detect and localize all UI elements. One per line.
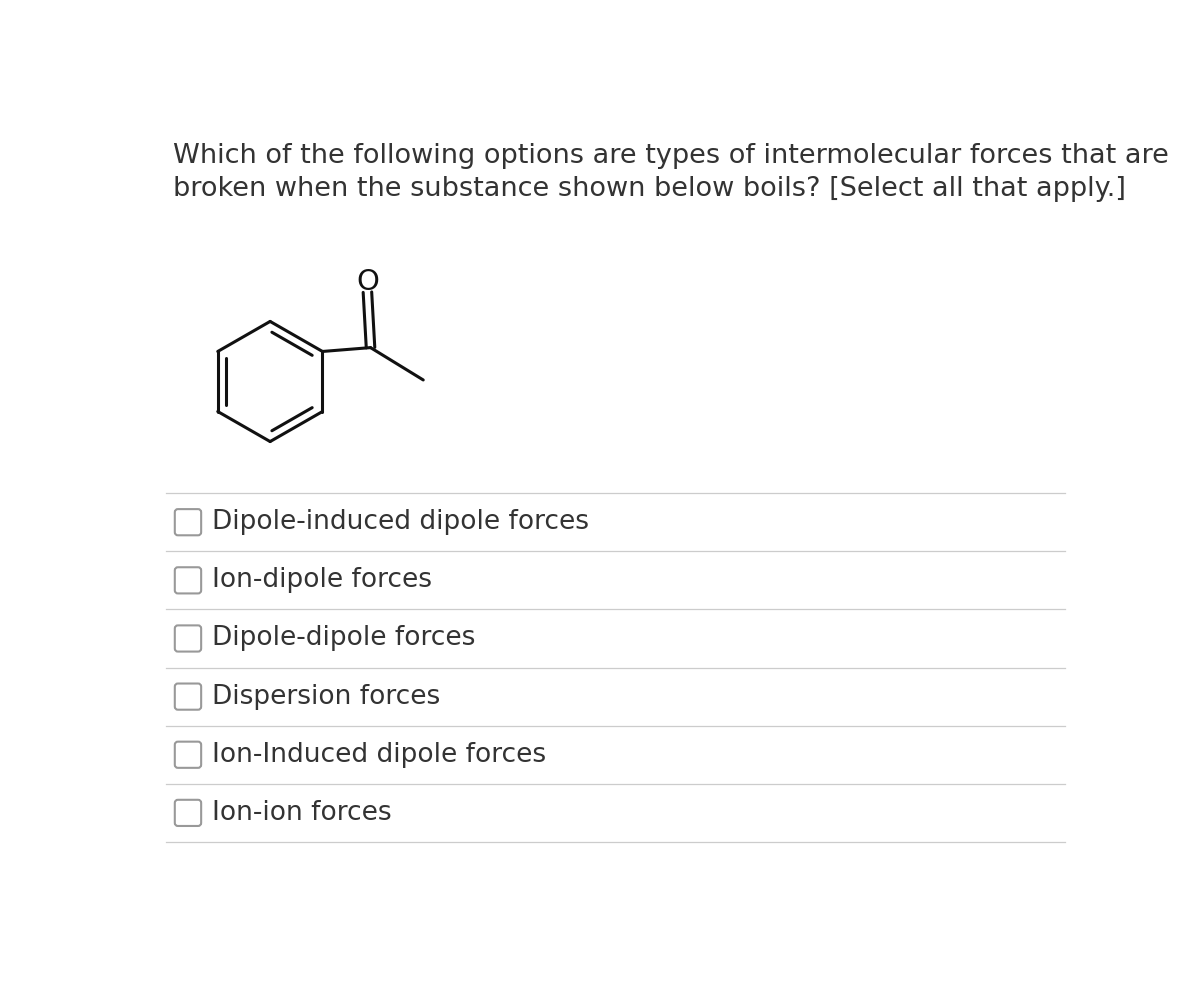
Text: Ion-dipole forces: Ion-dipole forces bbox=[212, 567, 432, 594]
Text: Which of the following options are types of intermolecular forces that are: Which of the following options are types… bbox=[173, 143, 1169, 168]
Text: Ion-ion forces: Ion-ion forces bbox=[212, 800, 391, 826]
FancyBboxPatch shape bbox=[175, 684, 202, 710]
Text: Dipole-dipole forces: Dipole-dipole forces bbox=[212, 625, 475, 651]
Text: Dispersion forces: Dispersion forces bbox=[212, 684, 440, 710]
Text: broken when the substance shown below boils? [Select all that apply.]: broken when the substance shown below bo… bbox=[173, 175, 1127, 202]
FancyBboxPatch shape bbox=[175, 509, 202, 535]
Text: Ion-Induced dipole forces: Ion-Induced dipole forces bbox=[212, 741, 546, 768]
FancyBboxPatch shape bbox=[175, 741, 202, 768]
Text: Dipole-induced dipole forces: Dipole-induced dipole forces bbox=[212, 509, 589, 535]
FancyBboxPatch shape bbox=[175, 567, 202, 594]
Text: O: O bbox=[356, 269, 379, 296]
FancyBboxPatch shape bbox=[175, 625, 202, 651]
FancyBboxPatch shape bbox=[175, 800, 202, 826]
